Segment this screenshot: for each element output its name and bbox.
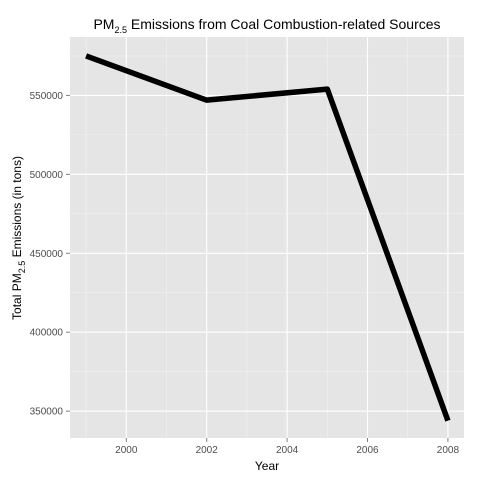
y-tick-label: 550000 <box>30 91 64 102</box>
y-tick-label: 450000 <box>30 249 64 260</box>
y-axis-label-subscript: 2.5 <box>17 261 27 274</box>
tick-labels: 2000 2002 2004 2006 2008 350000 400000 450000 50… <box>30 91 460 456</box>
y-tick-label: 350000 <box>30 407 64 418</box>
minor-gridlines <box>70 37 464 438</box>
x-tick-label: 2008 <box>437 445 460 456</box>
x-tick-label: 2002 <box>196 445 219 456</box>
x-axis-label: Year <box>255 459 279 473</box>
axis-ticks <box>66 94 449 442</box>
series-line <box>85 53 451 422</box>
y-tick-label: 400000 <box>30 328 64 339</box>
x-tick-label: 2000 <box>115 445 138 456</box>
x-tick-label: 2006 <box>356 445 379 456</box>
plot-panel <box>70 37 464 438</box>
x-tick-label: 2004 <box>276 445 299 456</box>
major-gridlines <box>70 37 464 438</box>
y-tick-label: 500000 <box>30 170 64 181</box>
series-layer <box>85 53 451 422</box>
chart-title: PM2.5 Emissions from Coal Combustion-rel… <box>93 16 440 35</box>
chart-title-subscript: 2.5 <box>114 25 127 35</box>
y-axis-label: Total PM2.5 Emissions (in tons) <box>10 156 27 320</box>
